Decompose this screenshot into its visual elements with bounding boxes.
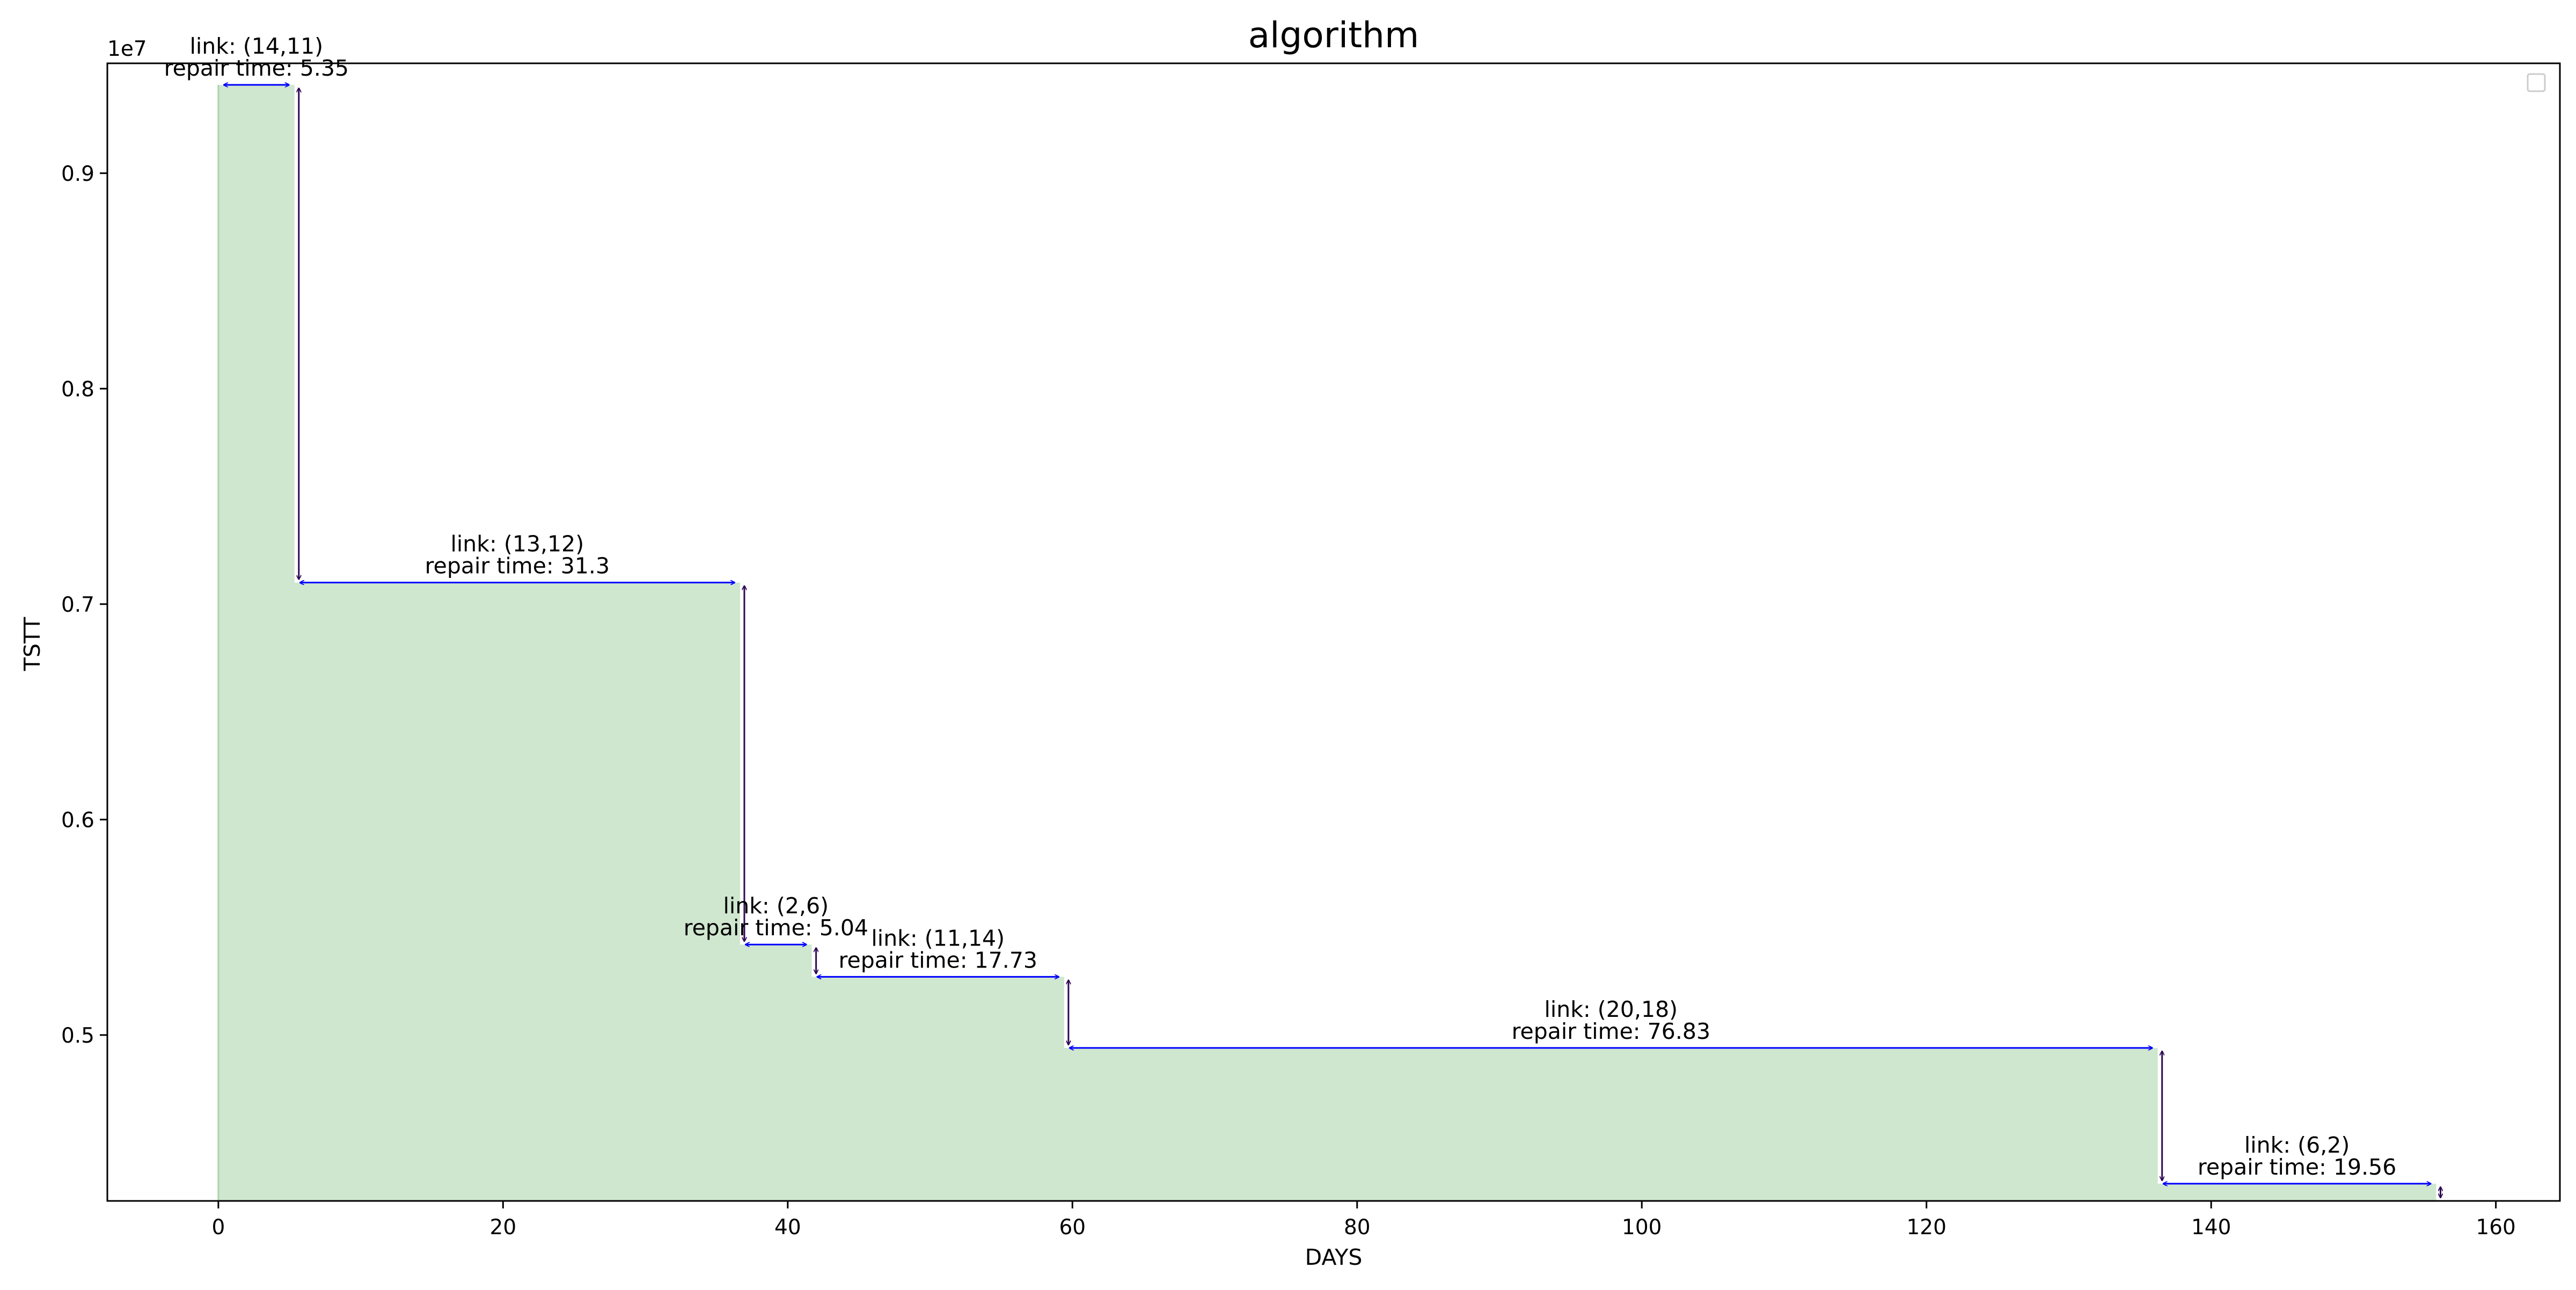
y-tick-label: 0.9 — [61, 162, 94, 186]
x-axis-label: DAYS — [1305, 1244, 1363, 1270]
repair-time-label: repair time: 76.83 — [1512, 1018, 1710, 1044]
area-fill-layer — [217, 85, 2436, 1201]
y-axis-ticks: 0.5 0.6 0.7 0.8 0.9 — [61, 162, 107, 1048]
annotation-layer: link: (14,11)repair time: 5.35 link: (13,… — [164, 33, 2397, 1180]
link-label: link: (11,14) — [871, 925, 1005, 951]
repair-time-label: repair time: 19.56 — [2198, 1154, 2396, 1180]
y-tick-label: 0.7 — [61, 593, 94, 617]
area-fill — [218, 85, 2436, 1201]
legend-box — [2527, 73, 2546, 92]
link-label: link: (6,2) — [2244, 1132, 2350, 1158]
x-tick-label: 40 — [774, 1215, 801, 1240]
link-label: link: (2,6) — [723, 893, 829, 919]
x-tick-label: 80 — [1344, 1215, 1371, 1240]
repair-time-label: repair time: 5.04 — [684, 915, 868, 941]
x-tick-label: 140 — [2191, 1215, 2231, 1240]
chart-title: algorithm — [1248, 14, 1419, 56]
x-tick-label: 120 — [1906, 1215, 1946, 1240]
y-tick-label: 0.5 — [61, 1024, 94, 1048]
repair-time-label: repair time: 5.35 — [164, 55, 349, 81]
x-axis-ticks: 0 20 40 60 80 100 120 140 160 — [211, 1201, 2516, 1240]
repair-time-label: repair time: 31.3 — [425, 553, 610, 579]
x-tick-label: 160 — [2476, 1215, 2515, 1240]
x-tick-label: 20 — [490, 1215, 517, 1240]
y-axis-offset-text: 1e7 — [107, 37, 147, 61]
link-label: link: (20,18) — [1544, 996, 1678, 1022]
y-tick-label: 0.6 — [61, 808, 94, 832]
y-axis-label: TSTT — [19, 617, 45, 671]
repair-time-label: repair time: 17.73 — [839, 947, 1037, 973]
y-tick-label: 0.8 — [61, 377, 94, 401]
x-tick-label: 60 — [1059, 1215, 1086, 1240]
plot-frame — [106, 62, 2561, 1202]
link-label: link: (14,11) — [189, 33, 323, 59]
x-tick-label: 0 — [211, 1215, 225, 1240]
link-label: link: (13,12) — [451, 531, 584, 557]
x-tick-label: 100 — [1622, 1215, 1662, 1240]
arrow-layer — [224, 85, 2441, 1198]
